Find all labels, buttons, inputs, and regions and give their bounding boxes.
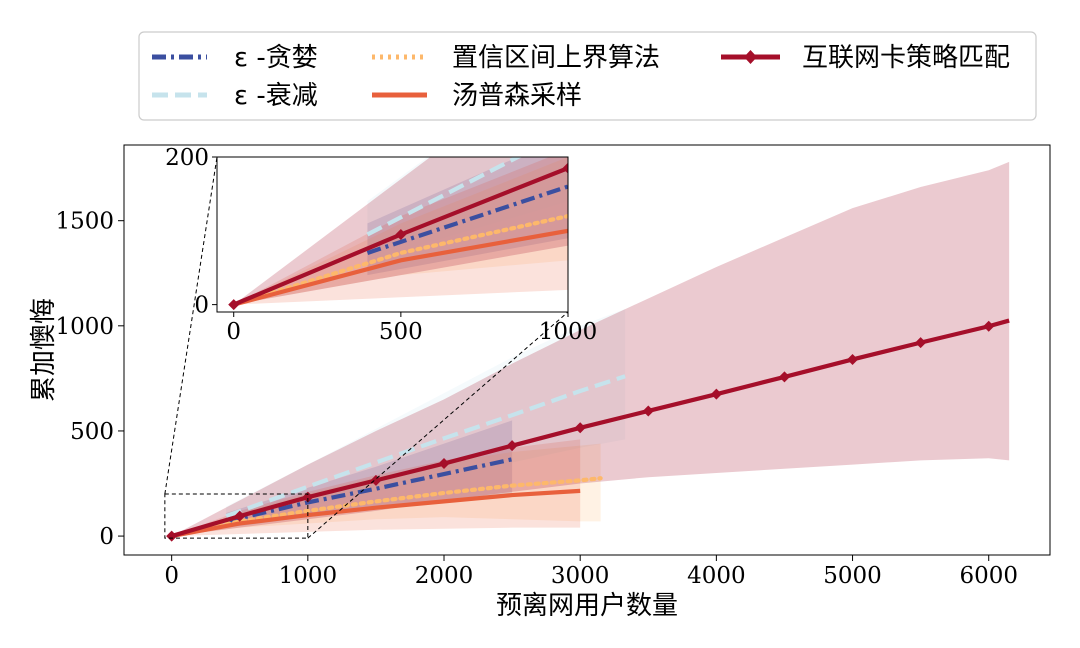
series-1-band [226,309,626,524]
series-4-band [171,161,1010,537]
inset-ticks: 0 500 1000 0 200 [165,145,597,345]
x-tick-label: 2000 [415,563,474,589]
series-1-line [225,374,626,519]
x-tick-label: 1000 [279,563,338,589]
series-3-line [171,488,581,539]
series-3-line [233,228,568,307]
legend-frame [138,31,1037,121]
series-4-point [642,405,654,417]
zoom-region-box [164,493,309,539]
inset-x-tick-label: 1000 [539,319,598,345]
legend-label-card-policy: 互联网卡策略匹配 [802,43,1010,73]
series-4-point [983,320,995,332]
inset-plot: 0 500 1000 0 200 [165,145,597,345]
series-4-point [562,162,568,174]
legend-label-epsilon-decay: ε -衰减 [234,81,318,111]
y-tick-label: 1000 [55,314,114,340]
main-lines [166,318,1010,542]
x-axis-title: 预离网用户数量 [496,591,678,621]
legend: ε -贪婪 ε -衰减 置信区间上界算法 汤普森采样 互联网卡策略匹配 [138,31,1037,121]
series-2-line [231,213,568,307]
series-2-band [171,443,601,537]
legend-label-epsilon-greedy: ε -贪婪 [234,43,318,73]
y-axis-title: 累加懊悔 [29,298,59,402]
legend-label-ucb: 置信区间上界算法 [452,43,660,73]
series-4-point [915,337,927,349]
inset-y-tick-label: 200 [165,145,209,171]
series-4-point [847,353,859,365]
inset-x-tick-label: 500 [379,319,423,345]
legend-label-thompson: 汤普森采样 [452,81,582,111]
y-tick-label: 0 [99,524,114,550]
series-4-point [710,388,722,400]
plot-frame [123,144,1051,556]
series-4-point [234,510,246,522]
series-0-line [366,184,568,255]
legend-marker-card-policy [744,50,757,64]
series-0-line [225,457,513,524]
zoom-indicator [164,156,569,539]
series-4-point [370,474,382,486]
series-4-point [166,530,178,542]
inset-y-tick-label: 0 [194,293,209,319]
series-4-point [506,440,518,452]
series-4-point [574,422,586,434]
series-4-point [438,458,450,470]
zoom-connector-line [164,156,218,495]
inset-x-tick-label: 0 [226,319,241,345]
series-2-line [169,476,603,539]
zoom-connector-line [307,311,569,539]
series-4-line [171,318,1010,539]
x-tick-label: 4000 [687,563,746,589]
x-tick-label: 5000 [823,563,882,589]
inset-frame [216,156,569,313]
y-tick-label: 500 [70,419,114,445]
x-tick-label: 3000 [551,563,610,589]
series-4-point [228,299,240,311]
series-4-point [778,371,790,383]
inset-lines [228,157,568,311]
series-4-point [395,229,407,240]
x-tick-label: 6000 [959,563,1018,589]
x-tick-label: 0 [164,563,179,589]
y-tick-label: 1500 [55,209,114,235]
